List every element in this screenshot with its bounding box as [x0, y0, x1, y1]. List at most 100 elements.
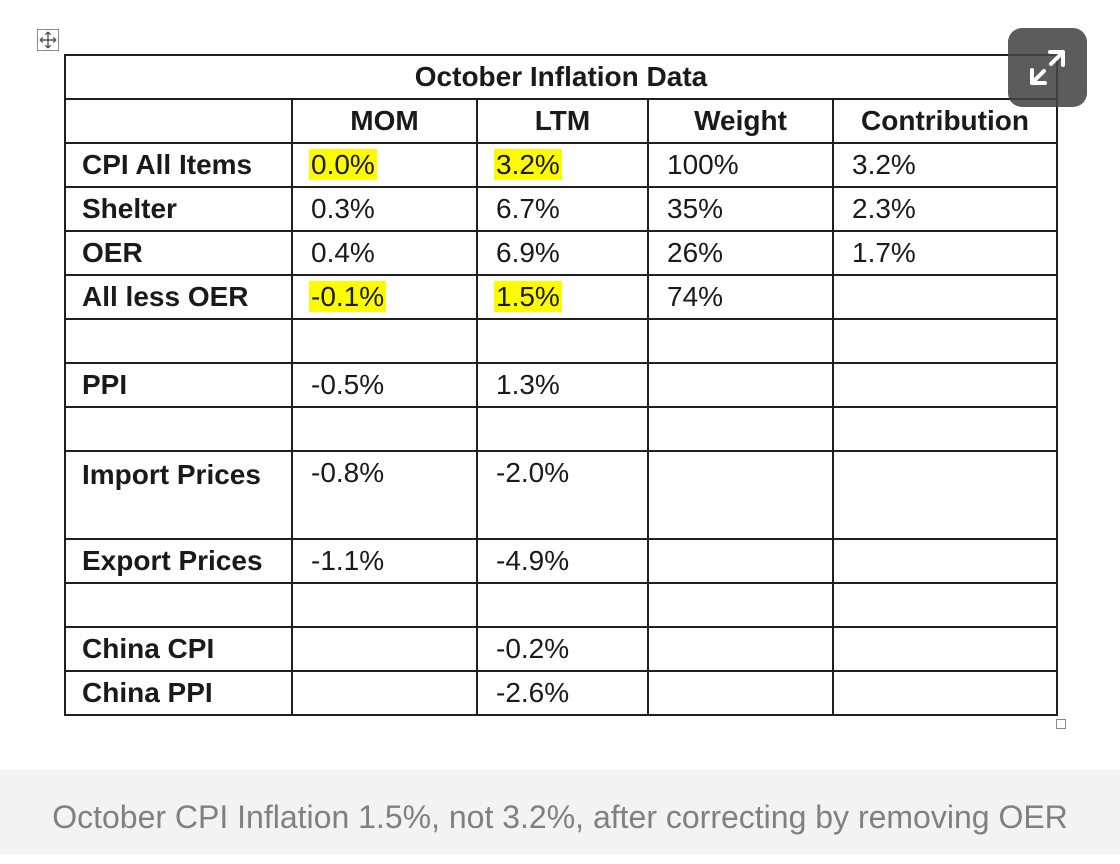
cell-weight: 35% [647, 186, 834, 232]
row-label-text: All less OER [82, 281, 249, 312]
header-contribution: Contribution [832, 98, 1058, 144]
row-label-text: China CPI [82, 633, 215, 664]
cell-mom: 0.4% [291, 230, 478, 276]
cell-ltm-text: 3.2% [494, 149, 562, 180]
cell-ltm: 1.5% [476, 274, 649, 320]
table-row [64, 318, 1058, 364]
cell-ltm [476, 406, 649, 452]
table-title: October Inflation Data [64, 54, 1058, 100]
row-label: Export Prices [64, 538, 293, 584]
cell-mom-text: -0.5% [311, 369, 385, 400]
cell-mom: 0.3% [291, 186, 478, 232]
table-row: PPI -0.5% 1.3% [64, 362, 1058, 408]
cell-weight [647, 582, 834, 628]
row-label: Import Prices [64, 450, 293, 540]
header-row: MOM LTM Weight Contribution [64, 98, 1058, 144]
row-label: CPI All Items [64, 142, 293, 188]
row-label-text: CPI All Items [82, 149, 253, 180]
cell-weight: 74% [647, 274, 834, 320]
cell-contribution [832, 626, 1058, 672]
cell-weight: 100% [647, 142, 834, 188]
cell-contribution [832, 450, 1058, 540]
table-row [64, 582, 1058, 628]
header-ltm: LTM [476, 98, 649, 144]
cell-weight-text: 35% [667, 193, 724, 224]
cell-contribution [832, 406, 1058, 452]
cell-weight-text: 100% [667, 149, 739, 180]
row-label: PPI [64, 362, 293, 408]
cell-weight-text: 74% [667, 281, 724, 312]
row-label-text: PPI [82, 369, 128, 400]
image-frame: October Inflation Data MOM LTM Weight Co… [37, 28, 1087, 729]
cell-ltm: -4.9% [476, 538, 649, 584]
cell-contribution [832, 582, 1058, 628]
cell-ltm-text: 1.3% [496, 369, 560, 400]
cell-ltm: 6.7% [476, 186, 649, 232]
table-row: Import Prices -0.8% -2.0% [64, 450, 1058, 540]
cell-mom [291, 626, 478, 672]
cell-weight [647, 670, 834, 716]
row-label: OER [64, 230, 293, 276]
row-label [64, 318, 293, 364]
cell-contribution [832, 318, 1058, 364]
row-label-text: China PPI [82, 677, 213, 708]
cell-mom-text: 0.3% [311, 193, 375, 224]
title-row: October Inflation Data [64, 54, 1058, 100]
move-handle-icon[interactable] [37, 29, 59, 51]
cell-mom [291, 318, 478, 364]
cell-mom-text: -0.8% [311, 457, 385, 488]
expand-icon [1030, 50, 1065, 85]
cell-ltm: 3.2% [476, 142, 649, 188]
cell-ltm: -0.2% [476, 626, 649, 672]
cell-ltm: 1.3% [476, 362, 649, 408]
cell-ltm: -2.0% [476, 450, 649, 540]
row-label-text: Export Prices [82, 545, 263, 576]
row-label-text: OER [82, 237, 143, 268]
cell-mom [291, 582, 478, 628]
cell-contribution: 1.7% [832, 230, 1058, 276]
cell-ltm: -2.6% [476, 670, 649, 716]
cell-mom [291, 670, 478, 716]
resize-handle-icon[interactable] [1056, 719, 1066, 729]
cell-ltm [476, 318, 649, 364]
table-row: China CPI -0.2% [64, 626, 1058, 672]
cell-mom-text: 0.4% [311, 237, 375, 268]
cell-contribution [832, 362, 1058, 408]
cell-mom: 0.0% [291, 142, 478, 188]
cell-weight [647, 538, 834, 584]
cell-contribution [832, 538, 1058, 584]
table-row: Export Prices -1.1% -4.9% [64, 538, 1058, 584]
cell-weight [647, 626, 834, 672]
table-row [64, 406, 1058, 452]
cell-ltm: 6.9% [476, 230, 649, 276]
cell-ltm [476, 582, 649, 628]
cell-mom: -0.1% [291, 274, 478, 320]
row-label [64, 582, 293, 628]
table-row: All less OER -0.1% 1.5% 74% [64, 274, 1058, 320]
cell-mom: -0.8% [291, 450, 478, 540]
inflation-data-table: October Inflation Data MOM LTM Weight Co… [64, 54, 1058, 716]
image-caption: October CPI Inflation 1.5%, not 3.2%, af… [52, 799, 1068, 835]
caption-bar: October CPI Inflation 1.5%, not 3.2%, af… [0, 770, 1120, 854]
cell-ltm-text: 6.7% [496, 193, 560, 224]
cell-weight: 26% [647, 230, 834, 276]
row-label: All less OER [64, 274, 293, 320]
header-cell-empty [64, 98, 293, 144]
row-label-text: Shelter [82, 193, 177, 224]
cell-contribution: 2.3% [832, 186, 1058, 232]
expand-button[interactable] [1008, 28, 1087, 107]
cell-weight [647, 406, 834, 452]
cell-ltm-text: 6.9% [496, 237, 560, 268]
row-label [64, 406, 293, 452]
cell-ltm-text: -2.0% [496, 457, 570, 488]
row-label: China CPI [64, 626, 293, 672]
header-mom: MOM [291, 98, 478, 144]
header-weight: Weight [647, 98, 834, 144]
row-label-text: Import Prices [82, 459, 261, 490]
cell-mom: -0.5% [291, 362, 478, 408]
cell-weight [647, 318, 834, 364]
table-row: CPI All Items 0.0% 3.2% 100% 3.2% [64, 142, 1058, 188]
cell-ltm-text: -4.9% [496, 545, 570, 576]
cell-mom: -1.1% [291, 538, 478, 584]
row-label: Shelter [64, 186, 293, 232]
